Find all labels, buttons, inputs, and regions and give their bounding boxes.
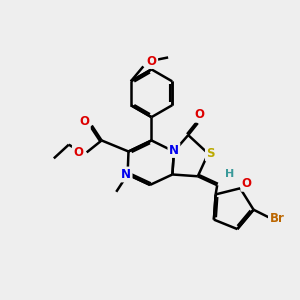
- Text: O: O: [147, 55, 157, 68]
- Text: O: O: [79, 116, 89, 128]
- Text: O: O: [73, 146, 83, 159]
- Text: N: N: [169, 143, 179, 157]
- Text: H: H: [225, 169, 234, 179]
- Text: O: O: [242, 177, 252, 190]
- Text: Br: Br: [269, 212, 284, 225]
- Text: O: O: [194, 108, 204, 121]
- Text: N: N: [121, 168, 131, 181]
- Text: S: S: [206, 147, 215, 160]
